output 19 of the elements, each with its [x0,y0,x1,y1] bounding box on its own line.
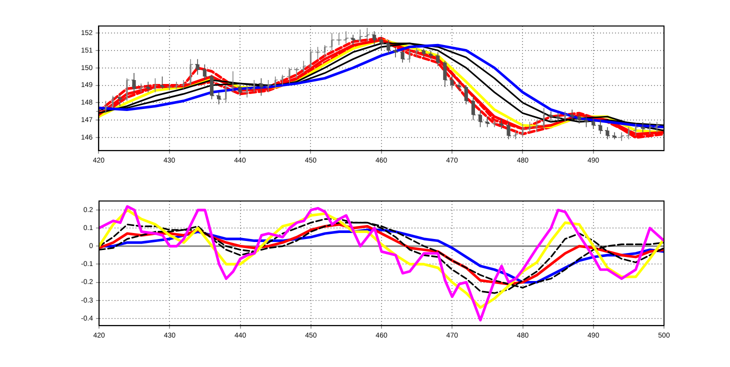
candlestick [351,34,355,46]
candlestick [443,60,447,88]
candlestick [238,83,242,96]
candlestick [372,30,376,46]
candlestick [132,72,136,93]
candlestick [556,112,560,122]
candlestick [598,120,602,134]
candlestick [210,74,214,100]
candlestick [259,78,264,96]
candlestick [386,40,390,54]
candlestick [478,109,482,128]
candlestick [394,46,398,58]
candlestick [422,48,426,58]
candlestick [500,118,504,130]
candlestick [506,121,510,140]
candlestick [471,95,476,121]
candlestick [606,126,610,140]
candlestick [400,50,404,63]
candlestick [450,74,454,90]
